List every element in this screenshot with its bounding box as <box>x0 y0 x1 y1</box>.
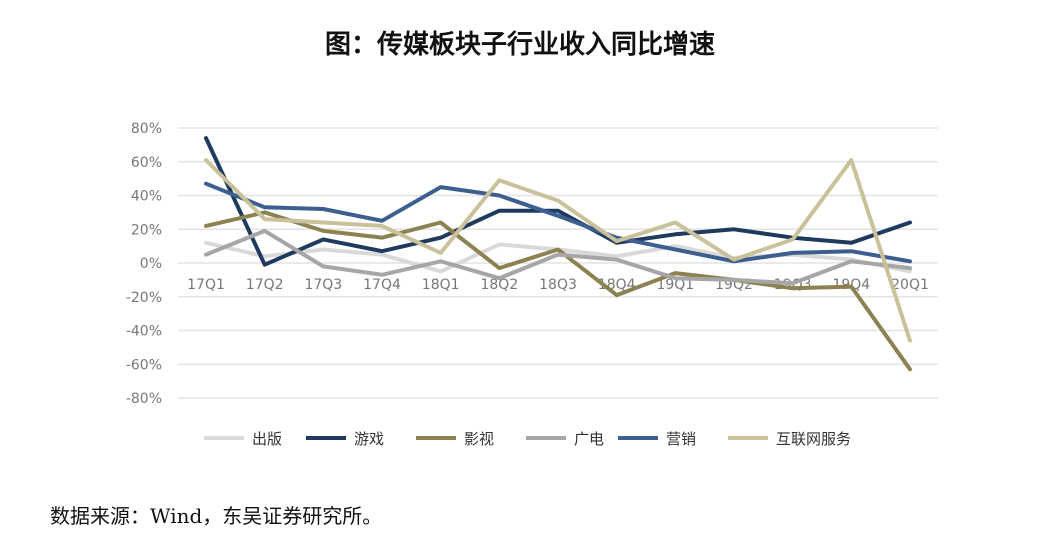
legend-label: 游戏 <box>354 430 384 448</box>
legend: 出版 游戏 影视 广电 营销 互联网服务 <box>204 430 851 448</box>
series-line <box>204 158 912 343</box>
x-tick-label: 17Q2 <box>246 277 284 293</box>
legend-label: 出版 <box>252 430 282 448</box>
y-tick-label: -60% <box>126 357 162 373</box>
legend-label: 互联网服务 <box>776 430 851 448</box>
x-tick-label: 18Q2 <box>480 277 518 293</box>
x-tick-label: 19Q1 <box>656 277 694 293</box>
legend-label: 营销 <box>666 430 696 448</box>
x-axis-ticks: 17Q1 17Q2 17Q3 17Q4 18Q1 18Q2 18Q3 18Q4 19Q1 19Q2… <box>187 277 929 293</box>
legend-label: 广电 <box>574 430 604 448</box>
series-line <box>204 210 912 372</box>
y-tick-label: 40% <box>131 189 162 205</box>
data-source-note: 数据来源：Wind，东吴证券研究所。 <box>50 504 383 528</box>
y-tick-label: -40% <box>126 324 162 340</box>
y-tick-label: 20% <box>131 222 162 238</box>
x-tick-label: 18Q3 <box>539 277 577 293</box>
series-line <box>204 228 912 286</box>
grid-lines <box>178 127 938 399</box>
x-tick-label: 17Q1 <box>187 277 225 293</box>
y-tick-label: -20% <box>126 290 162 306</box>
y-tick-label: 0% <box>140 256 162 272</box>
x-tick-label: 18Q1 <box>422 277 460 293</box>
y-axis-ticks: 80% 60% 40% 20% 0% -20% -40% -60% -80% <box>126 121 162 407</box>
x-tick-label: 17Q3 <box>304 277 342 293</box>
y-tick-label: 60% <box>131 155 162 171</box>
series-lines <box>204 136 912 372</box>
y-tick-label: -80% <box>126 391 162 407</box>
chart-title: 图：传媒板块子行业收入同比增速 <box>324 30 715 60</box>
legend-label: 影视 <box>464 430 494 448</box>
x-tick-label: 17Q4 <box>363 277 401 293</box>
series-line <box>204 181 912 264</box>
y-tick-label: 80% <box>131 121 162 137</box>
x-tick-label: 20Q1 <box>891 277 929 293</box>
